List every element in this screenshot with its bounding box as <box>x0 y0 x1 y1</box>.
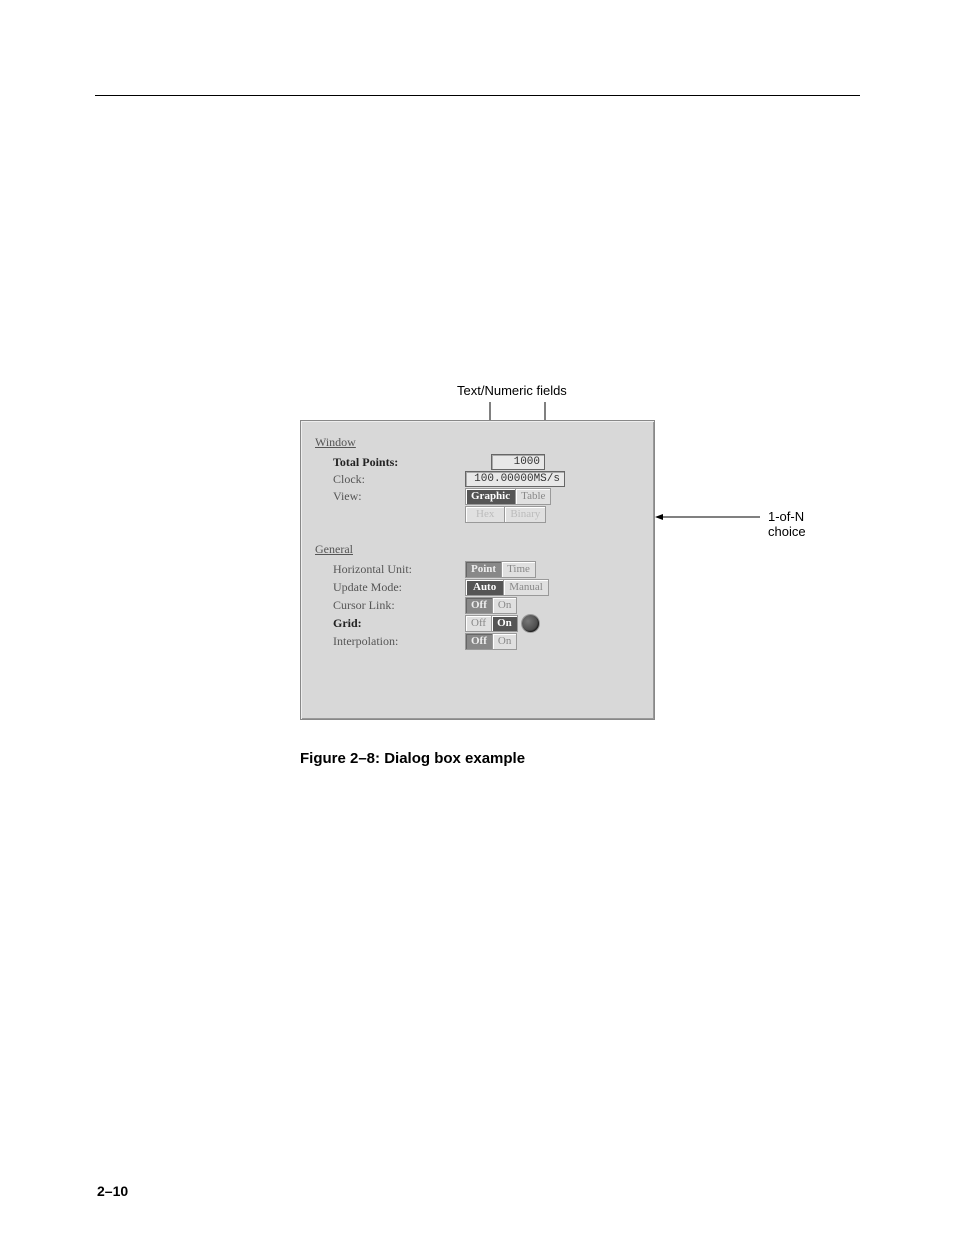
clock-label: Clock: <box>311 472 465 487</box>
total-points-field[interactable]: 1000 <box>491 454 545 470</box>
time-option[interactable]: Time <box>502 561 536 578</box>
text-numeric-label: Text/Numeric fields <box>457 383 567 398</box>
grid-toggle[interactable]: Off On <box>465 615 518 632</box>
cursor-link-label: Cursor Link: <box>311 598 465 613</box>
one-of-n-label: 1-of-N choice <box>768 509 820 539</box>
horizontal-unit-toggle[interactable]: Point Time <box>465 561 536 578</box>
horizontal-unit-label: Horizontal Unit: <box>311 562 465 577</box>
view-table-option[interactable]: Table <box>516 488 551 505</box>
total-points-label: Total Points: <box>311 455 465 470</box>
update-mode-label: Update Mode: <box>311 580 465 595</box>
grid-knob-icon[interactable] <box>522 615 539 632</box>
cursor-link-toggle[interactable]: Off On <box>465 597 517 614</box>
cursor-off-option[interactable]: Off <box>465 597 493 614</box>
view-toggle[interactable]: Graphic Table <box>465 488 551 505</box>
view-sub-toggle: Hex Binary <box>465 506 546 523</box>
page-number: 2–10 <box>97 1183 128 1199</box>
interpolation-toggle[interactable]: Off On <box>465 633 517 650</box>
point-option[interactable]: Point <box>465 561 502 578</box>
binary-option: Binary <box>505 506 546 523</box>
dialog-panel: Window Total Points: 1000 Clock: 100.000… <box>300 420 655 720</box>
grid-on-option[interactable]: On <box>492 615 518 632</box>
manual-option[interactable]: Manual <box>504 579 549 596</box>
interp-on-option[interactable]: On <box>493 633 517 650</box>
grid-off-option[interactable]: Off <box>465 615 492 632</box>
clock-field[interactable]: 100.00000MS/s <box>465 471 565 487</box>
hex-option: Hex <box>465 506 505 523</box>
window-section-header: Window <box>315 435 644 450</box>
cursor-on-option[interactable]: On <box>493 597 517 614</box>
view-graphic-option[interactable]: Graphic <box>465 488 516 505</box>
callout-connector <box>655 516 760 518</box>
grid-label: Grid: <box>311 616 465 631</box>
auto-option[interactable]: Auto <box>465 579 504 596</box>
header-rule <box>95 95 860 96</box>
figure-caption: Figure 2–8: Dialog box example <box>300 750 525 767</box>
interpolation-label: Interpolation: <box>311 634 465 649</box>
interp-off-option[interactable]: Off <box>465 633 493 650</box>
update-mode-toggle[interactable]: Auto Manual <box>465 579 549 596</box>
view-label: View: <box>311 489 465 504</box>
general-section-header: General <box>315 542 644 557</box>
